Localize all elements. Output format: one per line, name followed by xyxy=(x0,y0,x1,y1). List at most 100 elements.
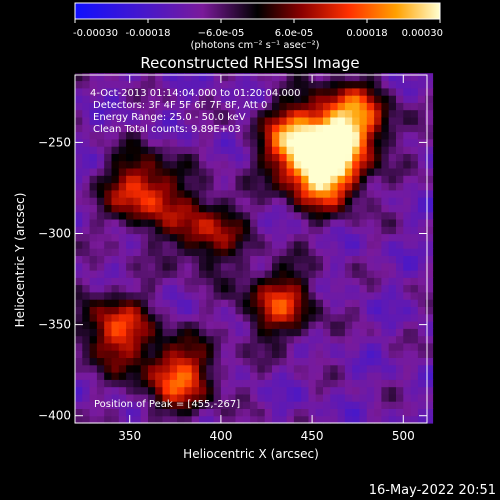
heatmap-cell xyxy=(89,95,98,103)
heatmap-cell xyxy=(235,335,244,344)
heatmap-cell xyxy=(242,175,251,184)
heatmap-cell xyxy=(111,116,120,125)
heatmap-cell xyxy=(126,255,134,264)
heatmap-cell xyxy=(330,160,339,169)
heatmap-cell xyxy=(257,284,266,293)
heatmap-cell xyxy=(308,350,317,358)
heatmap-cell xyxy=(133,342,142,351)
heatmap-cell xyxy=(388,95,397,103)
heatmap-cell xyxy=(417,335,426,344)
heatmap-cell xyxy=(242,350,251,358)
heatmap-cell xyxy=(337,357,346,366)
heatmap-cell xyxy=(374,226,382,235)
heatmap-cell xyxy=(374,240,382,249)
heatmap-cell xyxy=(242,313,251,322)
heatmap-cell xyxy=(199,95,207,103)
heatmap-cell xyxy=(133,313,142,322)
heatmap-cell xyxy=(206,204,215,213)
heatmap-cell xyxy=(344,342,353,351)
heatmap-cell xyxy=(352,211,361,220)
heatmap-cell xyxy=(242,189,251,198)
heatmap-cell xyxy=(220,299,229,307)
heatmap-cell xyxy=(410,255,419,264)
heatmap-cell xyxy=(425,393,434,402)
heatmap-cell xyxy=(286,240,295,249)
annotation-energy: Energy Range: 25.0 - 50.0 keV xyxy=(93,112,246,123)
heatmap-cell xyxy=(75,153,83,162)
heatmap-cell xyxy=(352,415,361,424)
heatmap-cell xyxy=(118,226,127,235)
heatmap-cell xyxy=(330,167,339,176)
heatmap-cell xyxy=(199,255,207,264)
heatmap-cell xyxy=(235,138,244,147)
heatmap-cell xyxy=(133,415,142,424)
heatmap-cell xyxy=(330,401,339,409)
heatmap-cell xyxy=(286,335,295,344)
heatmap-cell xyxy=(184,277,193,286)
heatmap-cell xyxy=(272,415,280,424)
heatmap-cell xyxy=(82,146,91,154)
heatmap-cell xyxy=(301,342,310,351)
heatmap-cell xyxy=(396,328,404,337)
heatmap-cell xyxy=(199,335,207,344)
heatmap-cell xyxy=(396,167,404,176)
heatmap-cell xyxy=(286,160,295,169)
heatmap-cell xyxy=(242,284,251,293)
heatmap-cell xyxy=(403,306,412,315)
heatmap-cell xyxy=(206,299,215,307)
heatmap-cell xyxy=(250,379,258,388)
heatmap-cell xyxy=(425,415,434,424)
heatmap-cell xyxy=(191,342,200,351)
heatmap-cell xyxy=(425,342,434,351)
heatmap-cell xyxy=(184,116,193,125)
heatmap-cell xyxy=(250,87,258,96)
heatmap-cell xyxy=(308,291,317,300)
heatmap-cell xyxy=(374,138,382,147)
heatmap-cell xyxy=(366,357,375,366)
heatmap-cell xyxy=(286,138,295,147)
heatmap-cell xyxy=(264,146,273,154)
heatmap-cell xyxy=(206,313,215,322)
heatmap-cell xyxy=(213,364,222,373)
heatmap-cell xyxy=(228,313,237,322)
heatmap-cell xyxy=(272,372,280,380)
heatmap-cell xyxy=(220,393,229,402)
colorbar-tick-label: 0.00030 xyxy=(402,28,443,39)
heatmap-cell xyxy=(104,248,113,256)
heatmap-cell xyxy=(257,153,266,162)
heatmap-cell xyxy=(89,357,98,366)
heatmap-cell xyxy=(396,350,404,358)
heatmap-cell xyxy=(374,415,382,424)
heatmap-cell xyxy=(169,226,178,235)
heatmap-cell xyxy=(75,95,83,103)
heatmap-cell xyxy=(301,277,310,286)
heatmap-cell xyxy=(381,248,390,256)
heatmap-cell xyxy=(403,248,412,256)
heatmap-cell xyxy=(264,240,273,249)
heatmap-cell xyxy=(213,401,222,409)
heatmap-cell xyxy=(250,364,258,373)
heatmap-cell xyxy=(118,408,127,417)
chart-title: Reconstructed RHESSI Image xyxy=(140,54,359,72)
heatmap-cell xyxy=(366,233,375,242)
heatmap-cell xyxy=(75,189,83,198)
heatmap-cell xyxy=(308,175,317,184)
heatmap-cell xyxy=(279,342,288,351)
heatmap-cell xyxy=(366,167,375,176)
heatmap-cell xyxy=(308,357,317,366)
heatmap-cell xyxy=(279,255,288,264)
heatmap-cell xyxy=(89,240,98,249)
heatmap-cell xyxy=(417,73,426,82)
heatmap-cell xyxy=(381,204,390,213)
heatmap-cell xyxy=(344,218,353,227)
heatmap-cell xyxy=(104,262,113,271)
heatmap-cell xyxy=(82,328,91,337)
heatmap-cell xyxy=(381,255,390,264)
heatmap-cell xyxy=(381,393,390,402)
heatmap-cell xyxy=(140,73,149,82)
heatmap-cell xyxy=(184,153,193,162)
heatmap-cell xyxy=(344,284,353,293)
heatmap-cell xyxy=(344,408,353,417)
heatmap-cell xyxy=(228,160,237,169)
heatmap-cell xyxy=(111,218,120,227)
